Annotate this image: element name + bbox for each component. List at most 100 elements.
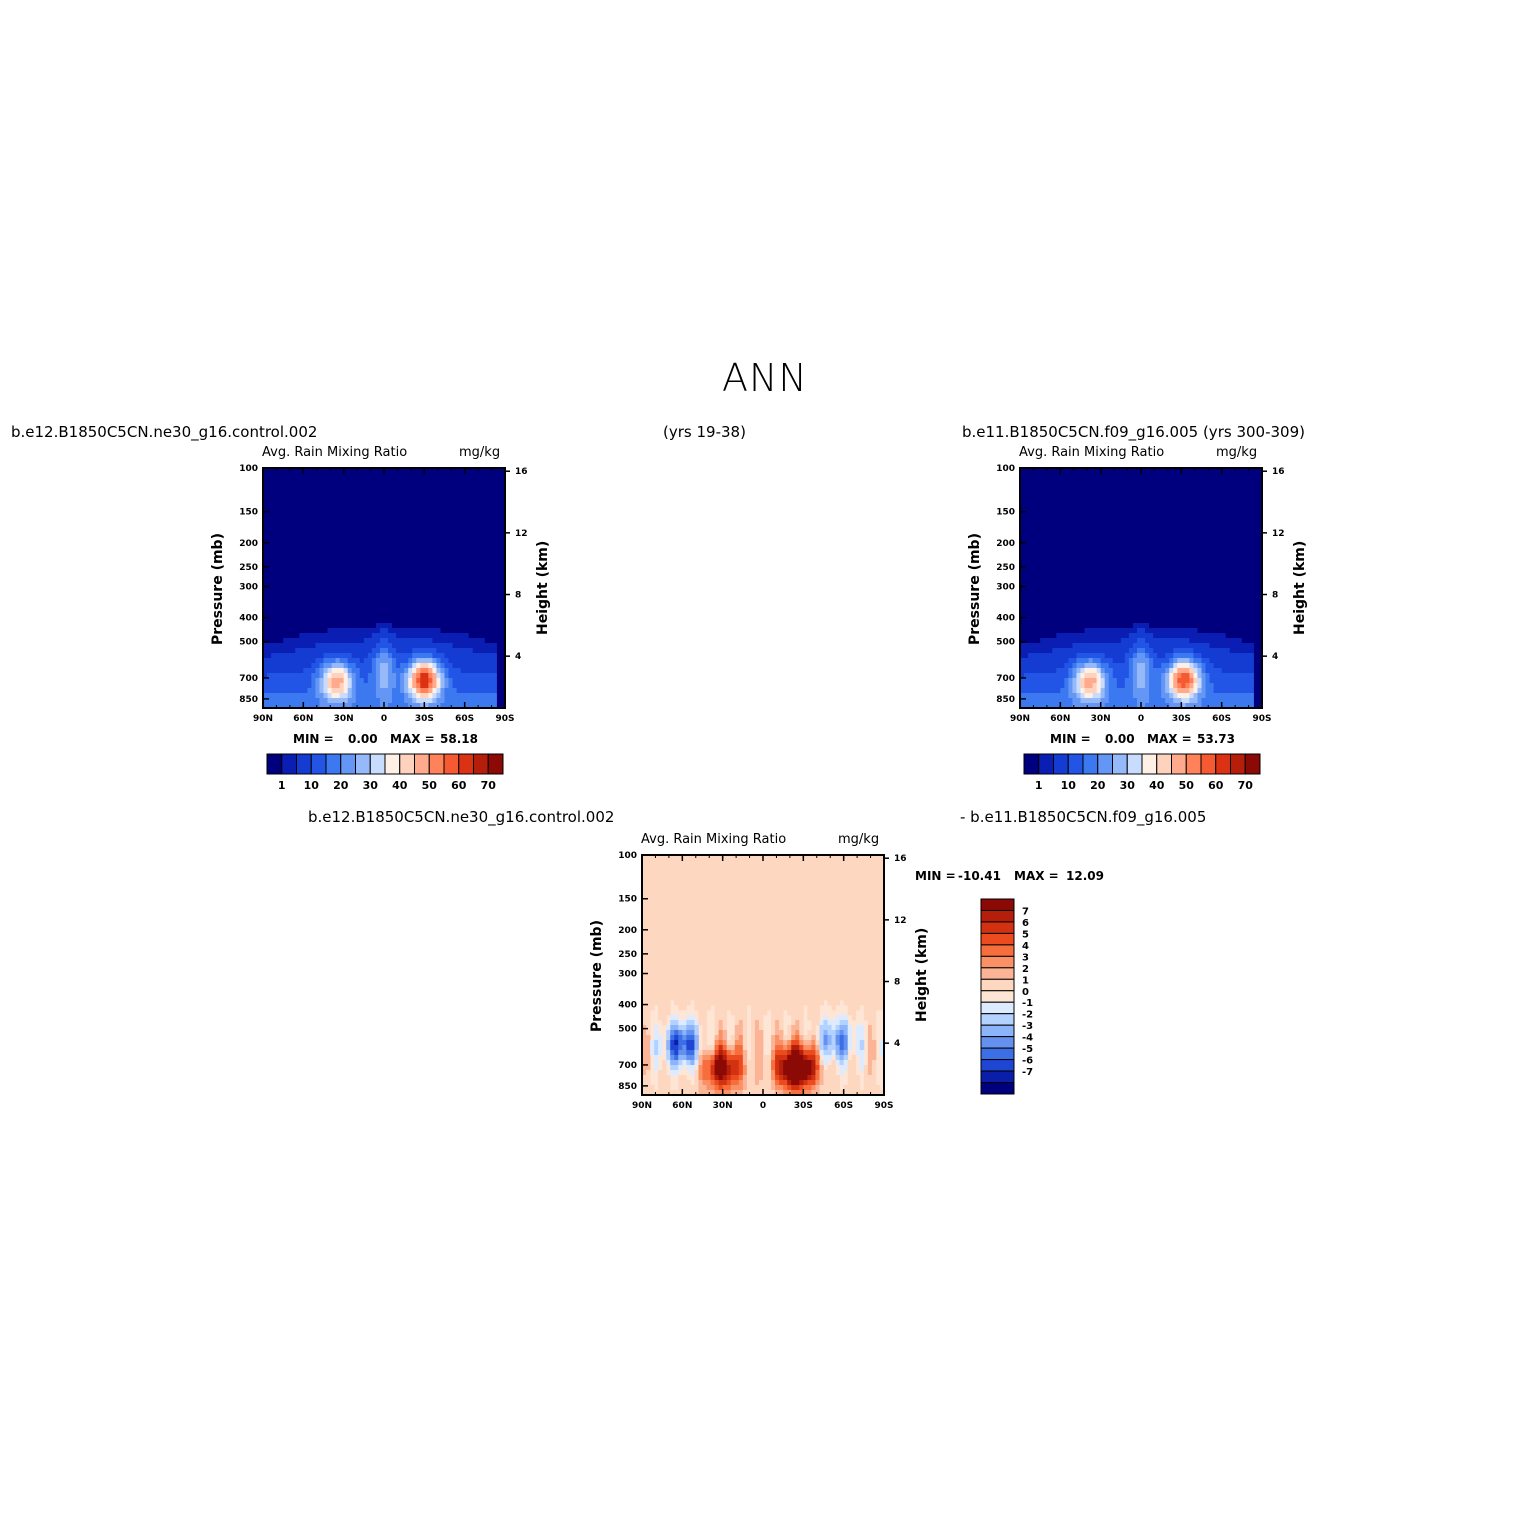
field-cell: [335, 478, 341, 484]
field-cell: [1108, 688, 1114, 694]
field-cell: [460, 523, 466, 529]
field-cell: [279, 478, 284, 484]
field-cell: [1076, 688, 1081, 694]
field-cell: [1024, 563, 1029, 569]
field-cell: [271, 633, 276, 639]
field-cell: [1108, 528, 1114, 534]
field-cell: [396, 653, 401, 659]
field-cell: [299, 653, 304, 659]
field-cell: [1128, 618, 1134, 624]
field-cell: [283, 633, 288, 639]
field-cell: [1161, 703, 1166, 709]
field-cell: [384, 533, 389, 539]
field-cell: [392, 488, 397, 494]
field-cell: [436, 493, 441, 499]
field-cell: [375, 523, 381, 529]
field-cell: [1028, 493, 1033, 499]
field-cell: [287, 493, 292, 499]
field-cell: [339, 553, 345, 559]
field-cell: [436, 583, 441, 589]
field-cell: [351, 673, 357, 679]
field-cell: [1112, 493, 1118, 499]
field-cell: [1136, 553, 1142, 559]
field-cell: [496, 678, 502, 684]
field-cell: [307, 643, 312, 649]
field-cell: [1040, 563, 1045, 569]
field-cell: [1165, 588, 1170, 594]
field-cell: [359, 678, 365, 684]
field-cell: [1080, 468, 1085, 474]
field-cell: [1096, 628, 1102, 634]
field-cell: [488, 508, 494, 514]
field-cell: [456, 678, 462, 684]
field-cell: [1153, 573, 1158, 579]
field-cell: [1088, 528, 1093, 534]
field-cell: [299, 633, 304, 639]
field-cell: [323, 698, 328, 704]
field-cell: [468, 643, 474, 649]
field-cell: [1036, 703, 1041, 709]
field-cell: [1032, 603, 1037, 609]
field-cell: [1056, 583, 1061, 589]
field-cell: [468, 598, 474, 604]
field-cell: [267, 573, 272, 579]
field-cell: [1084, 638, 1089, 644]
field-cell: [484, 618, 490, 624]
field-cell: [444, 648, 449, 654]
field-cell: [428, 533, 433, 539]
field-cell: [444, 603, 449, 609]
field-cell: [1092, 598, 1098, 604]
colorbar-swatch: [310, 753, 327, 775]
field-cell: [484, 648, 490, 654]
field-cell: [1056, 518, 1061, 524]
field-cell: [375, 548, 381, 554]
field-cell: [1040, 543, 1045, 549]
field-cell: [287, 668, 292, 674]
field-cell: [1088, 688, 1093, 694]
field-cell: [428, 588, 433, 594]
field-cell: [1068, 663, 1073, 669]
field-cell: [1120, 518, 1126, 524]
field-cell: [295, 673, 300, 679]
field-cell: [1088, 658, 1093, 664]
field-cell: [484, 578, 490, 584]
field-cell: [339, 613, 345, 619]
field-cell: [359, 483, 365, 489]
field-cell: [488, 693, 494, 699]
field-cell: [404, 613, 409, 619]
field-cell: [448, 688, 453, 694]
field-cell: [1052, 688, 1057, 694]
field-cell: [404, 668, 409, 674]
field-cell: [424, 548, 429, 554]
field-cell: [1032, 623, 1037, 629]
field-cell: [1108, 623, 1114, 629]
field-cell: [1177, 513, 1182, 519]
field-cell: [448, 638, 453, 644]
field-cell: [404, 493, 409, 499]
field-cell: [1084, 568, 1089, 574]
field-cell: [1072, 638, 1077, 644]
field-cell: [1161, 648, 1166, 654]
field-cell: [1173, 653, 1178, 659]
field-cell: [384, 668, 389, 674]
field-cell: [456, 573, 462, 579]
x-tick-label: 60S: [455, 714, 474, 724]
field-cell: [464, 573, 470, 579]
field-cell: [424, 578, 429, 584]
field-cell: [472, 688, 478, 694]
field-cell: [1177, 543, 1182, 549]
field-cell: [311, 503, 316, 509]
field-cell: [1157, 583, 1162, 589]
field-cell: [283, 563, 288, 569]
field-cell: [283, 678, 288, 684]
field-cell: [1181, 633, 1186, 639]
field-cell: [299, 478, 304, 484]
y-tick-label: 850: [239, 695, 258, 705]
field-cell: [416, 553, 421, 559]
field-cell: [484, 518, 490, 524]
field-cell: [1104, 673, 1110, 679]
field-cell: [1032, 553, 1037, 559]
field-cell: [1181, 698, 1186, 704]
field-cell: [311, 618, 316, 624]
field-cell: [359, 513, 365, 519]
